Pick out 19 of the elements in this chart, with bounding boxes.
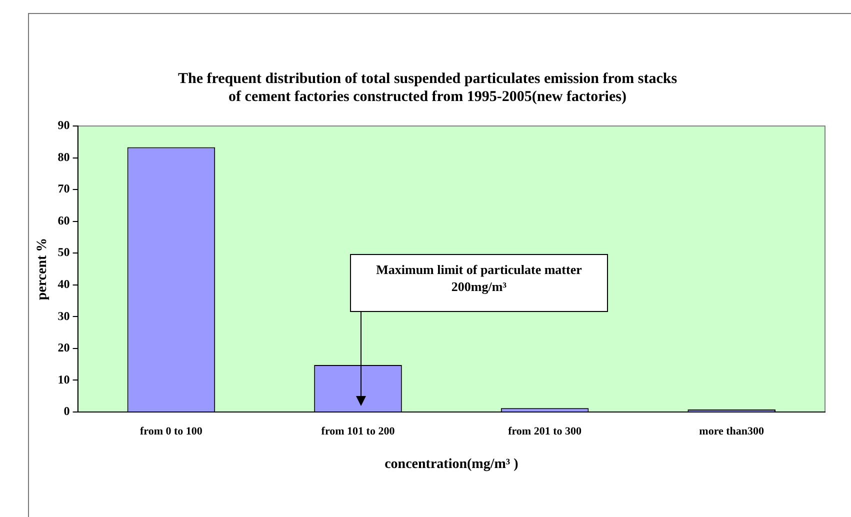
y-tick-label: 50 xyxy=(58,245,70,260)
y-tick-label: 70 xyxy=(58,182,70,196)
y-tick-label: 40 xyxy=(58,276,70,291)
text: The frequent distribution of total suspended particulates emission from stacks xyxy=(178,70,678,87)
x-tick-label: from 201 to 300 xyxy=(508,425,582,438)
y-axis-title: percent % xyxy=(35,238,50,300)
y-tick-label: 10 xyxy=(58,372,70,386)
y-tick-label: 20 xyxy=(58,340,70,355)
x-tick-label: from 0 to 100 xyxy=(140,425,203,438)
y-tick-label: 90 xyxy=(58,118,70,132)
x-tick-label: from 101 to 200 xyxy=(321,425,396,438)
y-tick-label: 60 xyxy=(58,213,70,228)
x-axis-title: concentration(mg/m³ ) xyxy=(384,457,519,472)
y-tick-label: 0 xyxy=(64,404,70,418)
y-tick-label: 80 xyxy=(58,150,70,164)
x-tick-label: more than300 xyxy=(699,425,765,438)
callout-box: Maximum limit of particulate matter 200mg/m³ xyxy=(350,254,608,312)
text: of cement factories constructed from 1995-2005(new factories) xyxy=(228,88,626,105)
y-tick-label: 30 xyxy=(58,308,70,323)
